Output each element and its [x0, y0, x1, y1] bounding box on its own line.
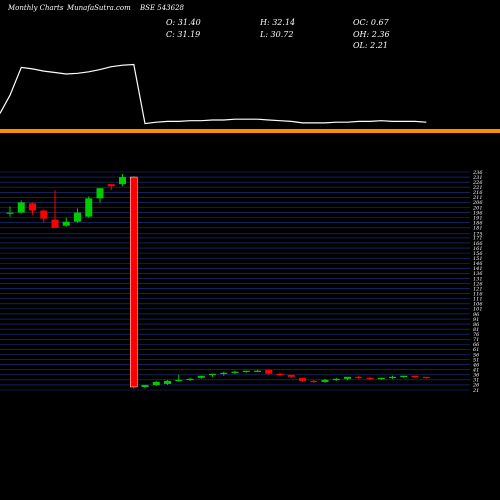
y-tick-label: 166 [473, 241, 483, 247]
y-tick-label: 66 [473, 342, 480, 348]
panel-separator [0, 129, 500, 133]
indicator-line [0, 63, 427, 125]
open-value: O: 31.40 [166, 18, 201, 27]
y-tick-label: 141 [473, 266, 483, 272]
stock-code: BSE 543628 [140, 4, 184, 12]
y-tick-label: 46 [472, 362, 480, 368]
y-tick-label: 181 [473, 226, 483, 232]
y-tick-label: 196 [473, 210, 483, 216]
price-grid [0, 171, 470, 391]
candle-body [197, 375, 205, 378]
candle-body [186, 378, 194, 381]
y-tick-label: 101 [473, 307, 483, 313]
site-name: MunafaSutra.com [67, 4, 131, 12]
y-tick-label: 175 [473, 232, 483, 238]
y-tick-label: 126 [473, 281, 483, 287]
candle-body [17, 202, 25, 213]
y-tick-label: 56 [473, 352, 480, 358]
y-tick-label: 91 [473, 317, 479, 323]
candle-body [40, 210, 48, 219]
candle-body [265, 369, 273, 374]
indicator-panel [0, 63, 427, 125]
candles [6, 174, 430, 389]
candle-body [377, 377, 385, 380]
y-tick-label: 86 [473, 322, 480, 328]
y-tick-label: 41 [472, 368, 479, 374]
candle-body [29, 203, 36, 211]
y-tick-label: 31 [473, 378, 479, 384]
y-tick-label: 231 [472, 175, 483, 181]
candle-body [51, 219, 59, 228]
candle-body [96, 188, 104, 199]
y-tick-label: 81 [473, 327, 479, 333]
y-tick-label: 191 [473, 215, 483, 221]
y-tick-label: 96 [473, 312, 480, 318]
oc-value: OC: 0.67 [353, 18, 389, 27]
y-tick-label: 136 [473, 271, 483, 277]
candle-body [220, 372, 228, 374]
candle-body [276, 373, 284, 375]
ol-value: OL: 2.21 [353, 41, 388, 50]
y-tick-label: 71 [473, 337, 479, 343]
candle-body [141, 384, 149, 387]
candle-body [254, 370, 261, 372]
candle-body [130, 176, 138, 388]
y-tick-label: 116 [473, 291, 483, 297]
candle-body [411, 375, 419, 378]
candle-body [332, 378, 340, 381]
candle-body [152, 381, 160, 385]
y-axis-ticks: 2362312262212162112062011961911861811751… [472, 170, 483, 394]
candle-body [164, 380, 171, 384]
candle-body [321, 379, 329, 382]
y-tick-label: 211 [472, 195, 483, 201]
candle-body [355, 376, 363, 379]
oh-value: OH: 2.36 [353, 30, 390, 39]
candle-body [107, 184, 115, 187]
y-tick-label: 236 [472, 170, 483, 176]
y-tick-label: 201 [472, 205, 483, 211]
candle-body [287, 374, 295, 377]
y-tick-label: 21 [472, 388, 479, 394]
y-tick-label: 226 [472, 180, 483, 186]
candle-body [344, 376, 351, 379]
y-tick-label: 111 [473, 297, 483, 303]
candle-body [231, 371, 239, 373]
candle-body [389, 376, 396, 379]
close-value: C: 31.19 [166, 30, 201, 39]
candle-body [119, 177, 126, 185]
y-tick-label: 121 [473, 286, 483, 292]
y-tick-label: 131 [473, 276, 483, 282]
candle-body [85, 198, 93, 217]
y-tick-label: 221 [472, 185, 483, 191]
candle-body [209, 373, 216, 375]
y-tick-label: 216 [472, 190, 483, 196]
y-tick-label: 156 [473, 251, 483, 257]
y-tick-label: 61 [473, 347, 479, 353]
candle-body [400, 375, 408, 378]
y-tick-label: 151 [473, 256, 483, 262]
y-tick-label: 36 [473, 373, 480, 379]
y-tick-label: 51 [473, 357, 479, 363]
low-value: L: 30.72 [260, 30, 294, 39]
candle-body [62, 221, 70, 226]
y-tick-label: 161 [473, 246, 483, 252]
y-tick-label: 76 [473, 332, 480, 338]
y-tick-label: 26 [472, 383, 480, 389]
candle-body [242, 370, 250, 372]
candle-body [175, 379, 183, 382]
candle-body [422, 376, 430, 379]
y-tick-label: 186 [473, 220, 483, 226]
chart-period-title: Monthly Charts [8, 4, 64, 12]
candle-body [310, 380, 318, 383]
candle-body [74, 212, 81, 222]
candle-body [6, 212, 14, 214]
candle-body [366, 377, 374, 380]
y-tick-label: 206 [472, 200, 483, 206]
candle-body [299, 377, 306, 381]
high-value: H: 32.14 [260, 18, 296, 27]
y-tick-label: 171 [473, 236, 483, 242]
y-tick-label: 106 [473, 302, 483, 308]
y-tick-label: 146 [473, 261, 483, 267]
